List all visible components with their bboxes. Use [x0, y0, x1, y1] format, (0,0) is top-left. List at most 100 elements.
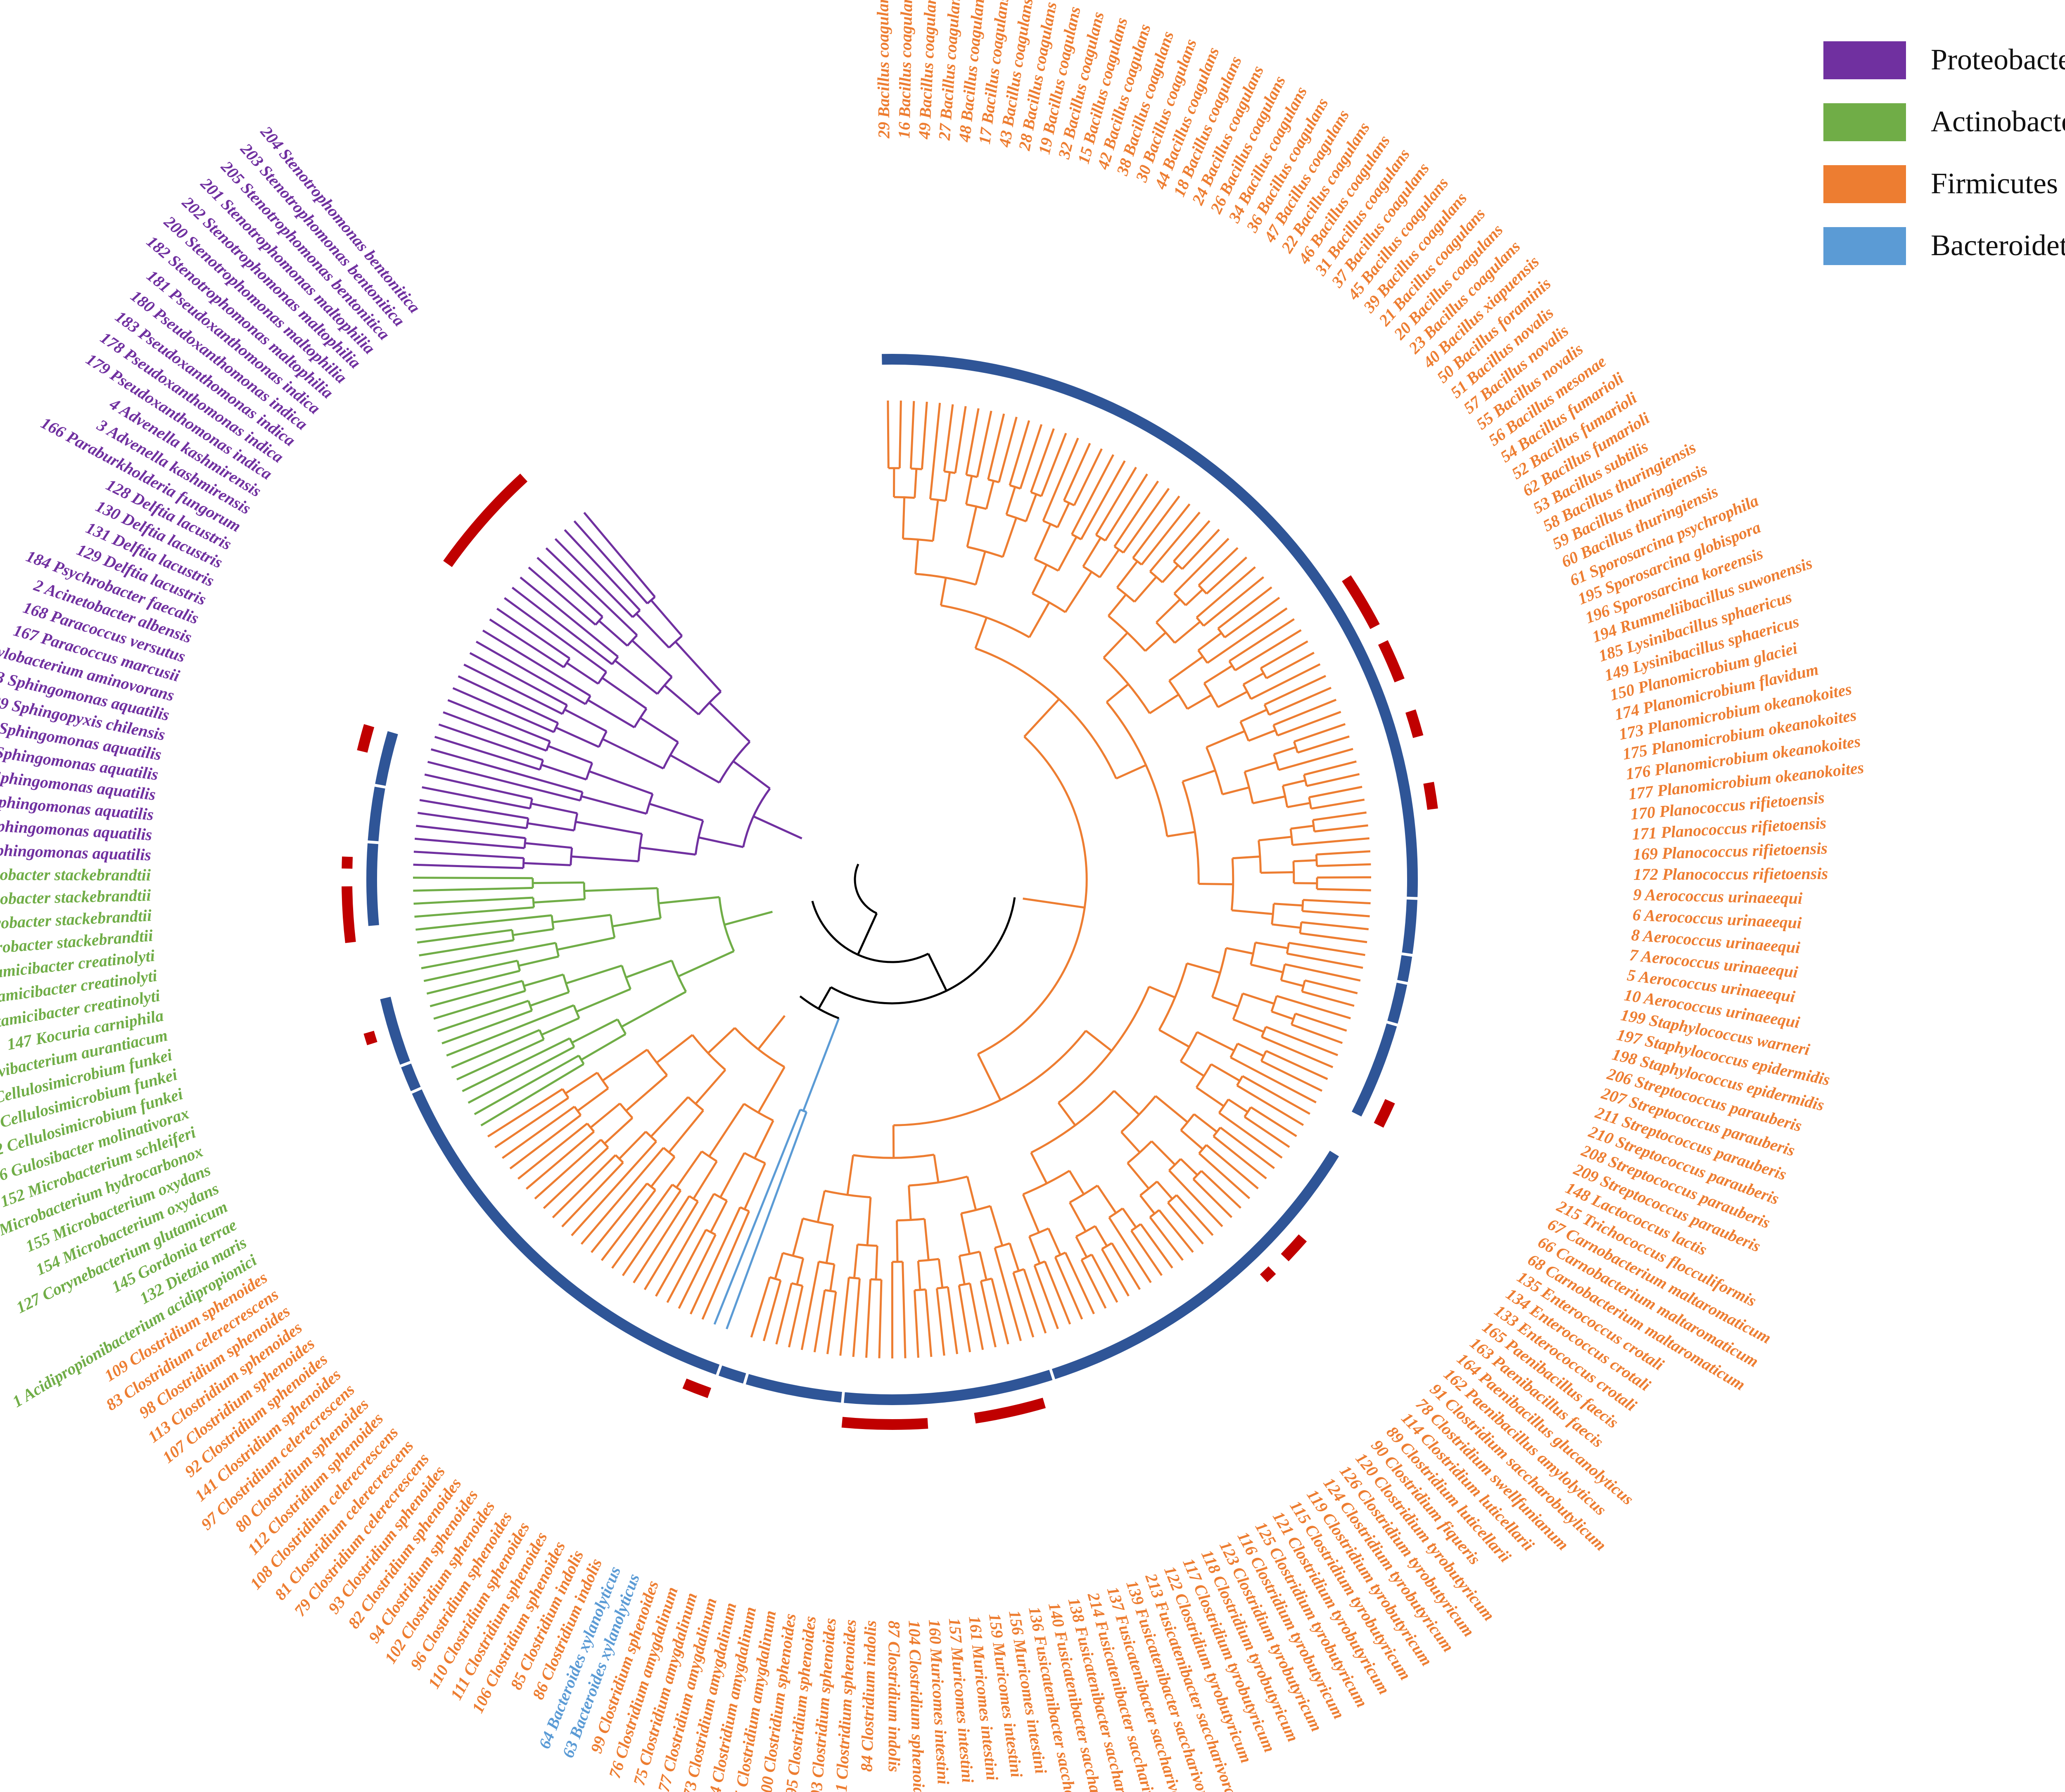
legend-label: Actinobacteria — [1931, 105, 2065, 138]
branch — [487, 1088, 563, 1138]
branch — [1034, 1260, 1046, 1267]
branch — [1317, 863, 1371, 867]
branch — [456, 1038, 544, 1081]
branch — [650, 599, 683, 637]
branch — [1242, 1075, 1310, 1115]
branch — [742, 788, 771, 848]
root-branch — [811, 901, 929, 963]
branch — [1173, 593, 1187, 606]
ring-segment — [368, 787, 385, 841]
branch — [1313, 811, 1367, 821]
branch — [1094, 1225, 1108, 1247]
ring-segment — [380, 997, 410, 1065]
branch — [1149, 1209, 1160, 1218]
branch — [1113, 1090, 1140, 1116]
branch — [1227, 1098, 1248, 1113]
branch — [802, 1217, 833, 1226]
branch — [441, 1010, 532, 1045]
branch — [643, 1201, 699, 1290]
branch — [1156, 621, 1176, 644]
branch — [701, 1211, 750, 1320]
branch — [1196, 566, 1256, 619]
branch — [632, 609, 641, 618]
branch — [1220, 1126, 1275, 1169]
branch — [960, 1213, 971, 1254]
branch — [1228, 660, 1236, 671]
branch — [622, 1190, 682, 1276]
ring-segment — [718, 1365, 746, 1384]
branch — [443, 711, 547, 752]
root-branch — [854, 863, 877, 915]
branch — [1292, 837, 1370, 846]
branch — [646, 596, 656, 604]
branch — [743, 1163, 767, 1210]
branch — [415, 914, 552, 931]
branch — [977, 1053, 1002, 1101]
branch — [528, 567, 596, 626]
branch — [601, 1189, 656, 1261]
branch — [1005, 486, 1016, 515]
branch — [1149, 986, 1176, 999]
branch — [1082, 565, 1101, 578]
branch — [1284, 963, 1361, 982]
ring-segment — [1387, 982, 1408, 1024]
branch — [1236, 1084, 1304, 1126]
branch — [1002, 517, 1018, 557]
ring-segment — [1051, 1150, 1339, 1380]
branch — [1012, 1272, 1035, 1338]
branch — [517, 1122, 588, 1180]
branch — [989, 1206, 1004, 1246]
branch — [625, 959, 672, 979]
branch — [1198, 547, 1239, 586]
branch — [908, 1185, 912, 1220]
branch — [565, 965, 622, 985]
branch — [1243, 672, 1264, 685]
branch — [1314, 824, 1368, 833]
branch — [1019, 424, 1043, 489]
branch — [1294, 882, 1317, 884]
branch — [1196, 616, 1205, 627]
branch — [1127, 1162, 1150, 1190]
branch — [438, 723, 544, 761]
branch — [1057, 536, 1078, 571]
branch — [1140, 1223, 1173, 1269]
branch — [573, 520, 648, 604]
branch — [426, 969, 520, 995]
branch — [1260, 1060, 1323, 1092]
branch — [757, 1015, 786, 1050]
leaf-label: 16 Bacillus coagulans — [895, 0, 916, 139]
branch — [1180, 1129, 1203, 1150]
branch — [589, 770, 653, 795]
branch — [1120, 1131, 1141, 1153]
branch — [1240, 709, 1267, 723]
branch — [513, 928, 554, 936]
branch — [1273, 699, 1337, 726]
branch — [576, 988, 631, 1013]
branch — [1196, 1031, 1235, 1052]
branch — [724, 910, 773, 926]
branch — [966, 474, 978, 478]
branch — [875, 1246, 878, 1280]
branch — [633, 1195, 690, 1284]
branch — [1073, 448, 1103, 506]
branch — [1244, 1116, 1290, 1148]
ring-segment — [412, 1089, 720, 1375]
branch — [413, 896, 534, 905]
branch — [708, 702, 751, 743]
branch — [639, 846, 696, 856]
leaf-label: 87 Clostridium indolis — [885, 1621, 904, 1772]
branch — [914, 1288, 926, 1292]
branch — [1149, 1216, 1184, 1261]
branch — [1232, 909, 1273, 915]
branch — [1068, 1170, 1085, 1195]
branch — [1161, 564, 1179, 583]
root-branch — [817, 986, 832, 1010]
branch — [451, 1029, 540, 1069]
branch — [726, 1112, 808, 1330]
branch — [1290, 825, 1314, 830]
branch — [1149, 571, 1163, 583]
branch — [1303, 899, 1371, 905]
branch — [655, 1193, 715, 1297]
branch — [1295, 1012, 1347, 1032]
branch — [1226, 947, 1253, 955]
